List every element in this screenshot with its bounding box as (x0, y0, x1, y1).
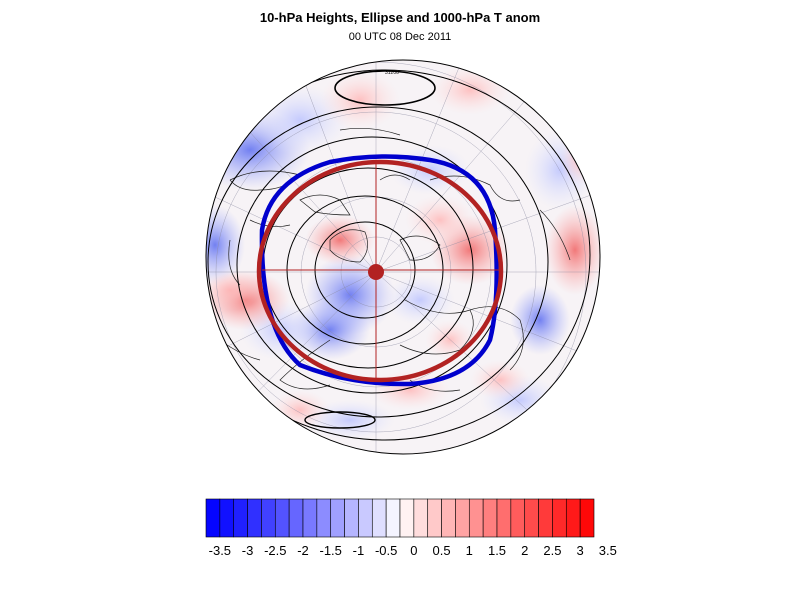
colorbar-tick-label: 2.5 (543, 543, 562, 558)
colorbar-box (413, 498, 429, 538)
colorbar-tick-label: 1.5 (487, 543, 507, 558)
colorbar-box (510, 498, 526, 538)
colorbar-tick-label: -2.5 (264, 543, 287, 558)
colorbar-box (565, 498, 581, 538)
colorbar-box (455, 498, 470, 538)
colorbar-box (316, 498, 332, 538)
colorbar-box (482, 498, 498, 538)
plot-subtitle: 00 UTC 08 Dec 2011 (348, 31, 452, 43)
colorbar-box (205, 498, 221, 538)
colorbar-box (261, 498, 276, 538)
colorbar-box (358, 498, 373, 538)
colorbar-tick-label: 0.5 (432, 543, 451, 558)
globe-outline (205, 59, 601, 455)
colorbar-box (441, 498, 456, 538)
ellipse-center-marker (368, 264, 384, 280)
colorbar-box (288, 498, 304, 538)
colorbar-tick-label: -1 (352, 543, 365, 558)
temperature-anomaly-field: 31200 (206, 60, 600, 454)
colorbar-box (371, 498, 387, 538)
colorbar-box (274, 498, 290, 538)
colorbar-tick-label: 3 (576, 543, 584, 558)
polar-stereographic-map: 31200 (205, 59, 601, 455)
colorbar-box (247, 498, 262, 538)
colorbar-box (330, 498, 345, 538)
colorbar-tick-label: -1.5 (319, 543, 342, 558)
colorbar-box (552, 498, 567, 538)
colorbar-box (219, 498, 235, 538)
colorbar-tick-label: -0.5 (374, 543, 398, 558)
colorbar-box (524, 498, 539, 538)
colorbar-box (468, 498, 484, 538)
colorbar-box (538, 498, 553, 538)
colorbar-box (233, 498, 248, 538)
colorbar-box (302, 498, 318, 538)
colorbar-box (427, 498, 442, 538)
vortex-ellipse (256, 159, 504, 383)
colorbar-tick-label: 0 (410, 543, 418, 558)
colorbar-tick-label: -3 (241, 543, 254, 558)
colorbar (205, 498, 595, 538)
plot-title: 10-hPa Heights, Ellipse and 1000-hPa T a… (259, 10, 541, 25)
colorbar-box (399, 498, 415, 538)
colorbar-tick-label: 2 (521, 543, 529, 558)
colorbar-box (496, 498, 512, 538)
colorbar-box (579, 498, 595, 538)
contour-label: 31200 (385, 70, 399, 76)
colorbar-tick-label: 1 (465, 543, 473, 558)
colorbar-box (344, 498, 359, 538)
colorbar-tick-label: 3.5 (598, 543, 617, 558)
colorbar-tick-label: -3.5 (208, 543, 232, 558)
colorbar-box (385, 498, 401, 538)
colorbar-tick-label: -2 (297, 543, 309, 558)
